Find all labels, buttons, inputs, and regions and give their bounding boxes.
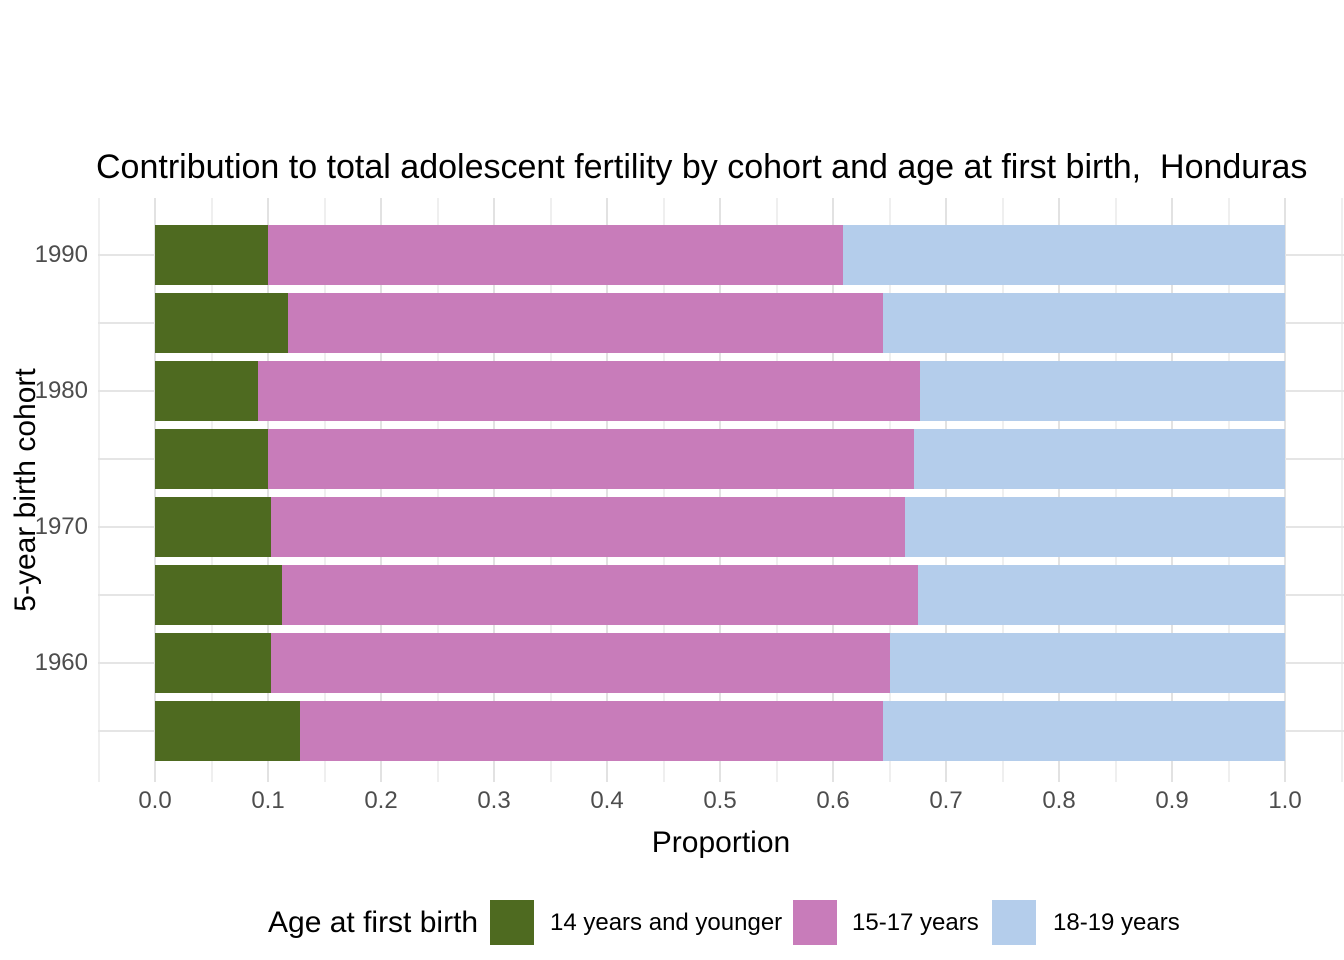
gridline-minor-vertical bbox=[1341, 198, 1343, 782]
legend-label-3: 18-19 years bbox=[1053, 909, 1180, 936]
x-tick-label: 0.1 bbox=[251, 787, 285, 814]
bar-row-cohort-1980 bbox=[155, 361, 1285, 421]
x-tick-label: 0.4 bbox=[590, 787, 624, 814]
bar-segment bbox=[271, 497, 905, 557]
bar-segment bbox=[883, 701, 1285, 761]
gridline-minor-vertical bbox=[437, 198, 439, 782]
bar-row-cohort-1985 bbox=[155, 293, 1285, 353]
gridline-major-vertical bbox=[606, 198, 608, 782]
bar-segment bbox=[155, 701, 300, 761]
gridline-major-vertical bbox=[154, 198, 156, 782]
y-tick-label: 1990 bbox=[34, 241, 88, 268]
x-tick-label: 0.5 bbox=[703, 787, 737, 814]
bar-segment bbox=[920, 361, 1285, 421]
gridline-minor-vertical bbox=[1002, 198, 1004, 782]
bar-segment bbox=[155, 633, 271, 693]
gridline-major-vertical bbox=[1171, 198, 1173, 782]
legend-label-1: 14 years and younger bbox=[550, 909, 783, 936]
bar-segment bbox=[271, 633, 890, 693]
bar-segment bbox=[268, 429, 914, 489]
y-tick-label: 1970 bbox=[34, 513, 88, 540]
legend-label-2: 15-17 years bbox=[852, 909, 979, 936]
bar-segment bbox=[155, 565, 282, 625]
gridline-minor-vertical bbox=[1115, 198, 1117, 782]
gridline-minor-vertical bbox=[889, 198, 891, 782]
gridline-major-vertical bbox=[945, 198, 947, 782]
bar-row-cohort-1975 bbox=[155, 429, 1285, 489]
legend-swatch-1 bbox=[490, 900, 534, 945]
bar-segment bbox=[155, 361, 258, 421]
gridline-minor-vertical bbox=[550, 198, 552, 782]
gridline-minor-vertical bbox=[776, 198, 778, 782]
bar-segment bbox=[843, 225, 1285, 285]
bar-segment bbox=[914, 429, 1285, 489]
gridline-major-vertical bbox=[832, 198, 834, 782]
plot-panel bbox=[98, 198, 1344, 782]
bar-segment bbox=[918, 565, 1285, 625]
gridline-major-vertical bbox=[380, 198, 382, 782]
bar-segment bbox=[155, 429, 268, 489]
x-tick-label: 0.9 bbox=[1155, 787, 1189, 814]
x-tick-label: 0.3 bbox=[477, 787, 511, 814]
bar-segment bbox=[905, 497, 1285, 557]
bar-row-cohort-1960 bbox=[155, 633, 1285, 693]
gridline-major-vertical bbox=[493, 198, 495, 782]
legend-swatch-2 bbox=[793, 900, 837, 945]
plot-title: Contribution to total adolescent fertili… bbox=[96, 148, 1308, 186]
bar-row-cohort-1965 bbox=[155, 565, 1285, 625]
y-tick-label: 1960 bbox=[34, 649, 88, 676]
gridline-major-vertical bbox=[719, 198, 721, 782]
gridline-minor-vertical bbox=[211, 198, 213, 782]
gridline-major-vertical bbox=[1058, 198, 1060, 782]
x-tick-label: 0.7 bbox=[929, 787, 963, 814]
x-tick-label: 0.0 bbox=[138, 787, 172, 814]
bar-segment bbox=[155, 225, 268, 285]
bar-row-cohort-1970 bbox=[155, 497, 1285, 557]
gridline-major-vertical bbox=[1284, 198, 1286, 782]
bar-segment bbox=[258, 361, 920, 421]
bar-segment bbox=[155, 293, 288, 353]
bar-segment bbox=[155, 497, 271, 557]
bar-segment bbox=[890, 633, 1285, 693]
bar-segment bbox=[288, 293, 883, 353]
x-axis-title: Proportion bbox=[651, 826, 791, 859]
x-tick-label: 1.0 bbox=[1268, 787, 1302, 814]
bar-row-cohort-1955 bbox=[155, 701, 1285, 761]
x-tick-label: 0.2 bbox=[364, 787, 398, 814]
gridline-minor-vertical bbox=[324, 198, 326, 782]
bar-segment bbox=[268, 225, 843, 285]
y-tick-label: 1980 bbox=[34, 377, 88, 404]
legend-title: Age at first birth bbox=[268, 906, 479, 939]
x-tick-label: 0.8 bbox=[1042, 787, 1076, 814]
gridline-major-vertical bbox=[267, 198, 269, 782]
bar-segment bbox=[282, 565, 918, 625]
gridline-minor-vertical bbox=[98, 198, 100, 782]
legend-swatch-3 bbox=[992, 900, 1036, 945]
gridline-minor-vertical bbox=[1228, 198, 1230, 782]
x-tick-label: 0.6 bbox=[816, 787, 850, 814]
bar-segment bbox=[300, 701, 883, 761]
bar-row-cohort-1990 bbox=[155, 225, 1285, 285]
gridline-minor-vertical bbox=[663, 198, 665, 782]
bar-segment bbox=[883, 293, 1285, 353]
